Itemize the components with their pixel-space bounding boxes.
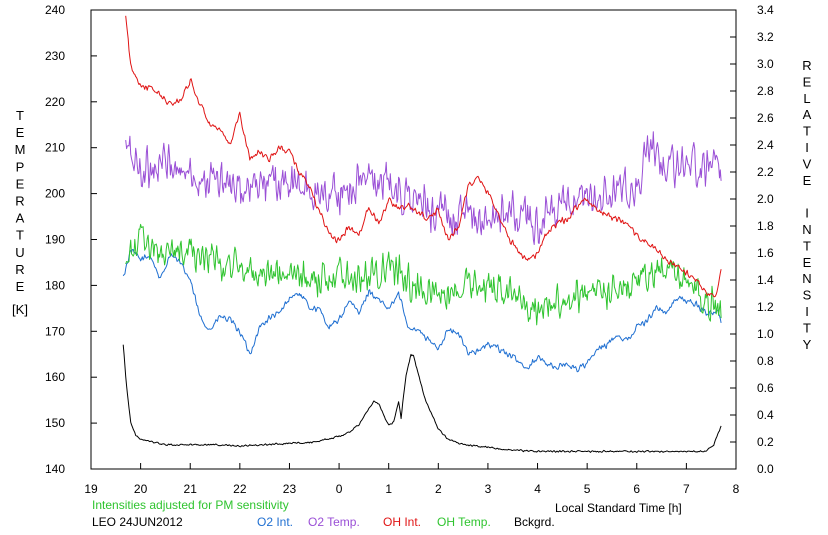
left-tick-label: 210: [45, 141, 65, 155]
axis-label-letter: U: [15, 245, 24, 260]
axis-label-letter: N: [802, 222, 811, 237]
axis-label-letter: I: [805, 304, 809, 319]
left-tick-label: 240: [45, 3, 65, 17]
x-tick-label: 8: [733, 482, 740, 496]
x-tick-label: 21: [184, 482, 198, 496]
x-tick-label: 20: [134, 482, 148, 496]
left-tick-label: 190: [45, 233, 65, 247]
left-axis-unit: [K]: [12, 302, 28, 317]
series-line-bckgrd: [122, 344, 722, 453]
axis-label-letter: M: [15, 142, 26, 157]
axis-label-letter: P: [16, 159, 25, 174]
axis-label-letter: R: [15, 194, 24, 209]
x-axis-label: Local Standard Time [h]: [555, 501, 682, 515]
series-line-oh-int: [125, 15, 722, 298]
legend-bckgrd: Bckgrd.: [514, 515, 555, 529]
left-tick-label: 170: [45, 324, 65, 338]
right-tick-label: 2.4: [757, 138, 774, 152]
left-tick-label: 220: [45, 95, 65, 109]
right-tick-label: 0.0: [757, 462, 774, 476]
right-tick-label: 1.0: [757, 327, 774, 341]
right-tick-label: 0.8: [757, 354, 774, 368]
x-tick-label: 5: [584, 482, 591, 496]
axis-label-letter: T: [803, 320, 811, 335]
right-tick-label: 0.6: [757, 381, 774, 395]
right-tick-label: 3.4: [757, 3, 774, 17]
legend-oh-temp: OH Temp.: [437, 515, 491, 529]
left-tick-label: 140: [45, 462, 65, 476]
axis-label-letter: T: [16, 108, 24, 123]
axis-label-letter: I: [805, 206, 809, 221]
legend-o2-int: O2 Int.: [257, 515, 293, 529]
right-tick-label: 0.4: [757, 408, 774, 422]
x-tick-label: 19: [84, 482, 98, 496]
x-axis: 19 20 21 22 23 0 1 2 3 4 5 6 7 8: [84, 463, 740, 496]
legend-o2-temp: O2 Temp.: [308, 515, 360, 529]
x-tick-label: 1: [385, 482, 392, 496]
left-axis: 140 150 160 170 180 190 200 210 220 230 240: [45, 3, 97, 476]
right-axis: 0.0 0.2 0.4 0.6 0.8 1.0 1.2 1.4 1.6 1.8 2.0 2.2 2.4 2…: [730, 3, 774, 476]
left-tick-label: 160: [45, 370, 65, 384]
legend-oh-int: OH Int.: [383, 515, 421, 529]
axis-label-letter: N: [802, 271, 811, 286]
axis-label-letter: S: [803, 288, 812, 303]
right-tick-label: 1.4: [757, 273, 774, 287]
axis-label-letter: A: [803, 107, 812, 122]
right-tick-label: 3.0: [757, 57, 774, 71]
axis-label-letter: V: [803, 156, 812, 171]
right-tick-label: 2.6: [757, 111, 774, 125]
axis-label-letter: R: [802, 58, 811, 73]
left-tick-label: 200: [45, 187, 65, 201]
right-tick-label: 2.0: [757, 192, 774, 206]
right-tick-label: 2.2: [757, 165, 774, 179]
note-text: Intensities adjusted for PM sensitivity: [92, 498, 289, 512]
axis-label-letter: R: [15, 262, 24, 277]
axis-label-letter: T: [803, 238, 811, 253]
axis-label-letter: E: [16, 279, 25, 294]
x-tick-label: 6: [633, 482, 640, 496]
axis-label-letter: A: [16, 211, 25, 226]
x-tick-label: 23: [283, 482, 297, 496]
right-tick-label: 1.2: [757, 300, 774, 314]
x-tick-label: 3: [485, 482, 492, 496]
series-line-oh-temp: [125, 223, 722, 326]
axis-label-letter: E: [16, 125, 25, 140]
right-tick-label: 3.2: [757, 30, 774, 44]
series-lines: [122, 15, 722, 453]
right-tick-label: 1.8: [757, 219, 774, 233]
axis-label-letter: E: [803, 173, 812, 188]
series-line-o2-temp: [125, 131, 722, 245]
x-tick-label: 0: [336, 482, 343, 496]
x-tick-label: 4: [534, 482, 541, 496]
axis-label-letter: I: [805, 140, 809, 155]
right-tick-label: 0.2: [757, 435, 774, 449]
left-tick-label: 230: [45, 49, 65, 63]
axis-label-letter: E: [803, 74, 812, 89]
x-tick-label: 2: [435, 482, 442, 496]
axis-label-letter: T: [803, 124, 811, 139]
series-line-o2-int: [122, 249, 722, 373]
axis-label-letter: T: [16, 228, 24, 243]
right-tick-label: 2.8: [757, 84, 774, 98]
axis-label-letter: E: [16, 176, 25, 191]
station-label: LEO 24JUN2012: [92, 515, 183, 529]
x-tick-label: 7: [683, 482, 690, 496]
axis-label-letter: Y: [803, 337, 812, 352]
left-tick-label: 150: [45, 416, 65, 430]
x-tick-label: 22: [233, 482, 247, 496]
axis-label-letter: E: [803, 255, 812, 270]
right-tick-label: 1.6: [757, 246, 774, 260]
axis-label-letter: L: [803, 91, 810, 106]
left-tick-label: 180: [45, 278, 65, 292]
